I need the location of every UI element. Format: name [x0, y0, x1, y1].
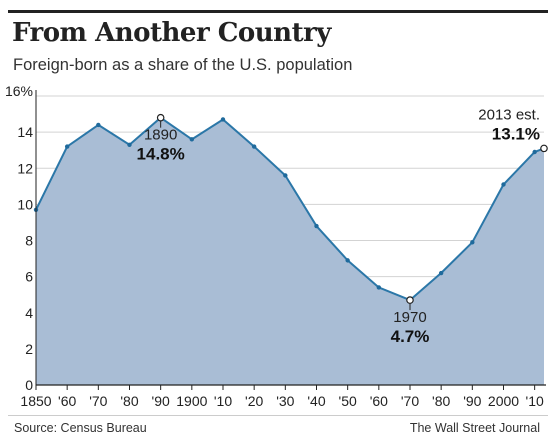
data-point: [470, 240, 475, 245]
annotation-value: 14.8%: [137, 145, 185, 164]
data-point: [345, 258, 350, 263]
x-tick-label: '70: [401, 393, 419, 409]
data-point: [96, 122, 101, 128]
annotation-value: 13.1%: [492, 124, 540, 143]
y-tick-label: 14: [17, 124, 33, 140]
x-tick-label: 1900: [176, 393, 207, 409]
x-tick-label: '10: [526, 393, 544, 409]
annotation-value: 4.7%: [391, 327, 430, 346]
annotation-label: 1890: [144, 127, 177, 144]
y-tick-label: 6: [25, 269, 33, 285]
data-point: [189, 137, 195, 142]
y-tick-label: 10: [17, 196, 33, 212]
footer-rule: [8, 415, 548, 416]
annotation-marker: [156, 113, 165, 122]
area-fill: [36, 117, 544, 386]
chart-subtitle: Foreign-born as a share of the U.S. popu…: [13, 56, 353, 74]
x-tick-label: '80: [120, 393, 138, 409]
x-tick-label: '20: [245, 393, 263, 409]
axes: [35, 90, 546, 390]
x-tick-label: '90: [463, 393, 481, 409]
publisher-credit: The Wall Street Journal: [409, 421, 540, 435]
x-tick-label: '70: [89, 393, 107, 409]
x-tick-label: 1850: [20, 393, 51, 409]
y-tick-labels: 0 2 4 6 8 10 12 14 16%: [5, 83, 33, 393]
x-tick-labels: 1850 '60 '70 '80 '90 1900 '10 '20 '30 '40 '50 '60 '7…: [20, 393, 544, 409]
data-point: [220, 117, 226, 122]
annotation-label: 2013 est.: [478, 106, 540, 123]
annotation-marker: [540, 144, 548, 153]
source-note: Source: Census Bureau: [14, 421, 147, 435]
series-line: [35, 116, 545, 302]
x-tick-label: '80: [432, 393, 450, 409]
series-line-layer: [35, 116, 545, 302]
data-point: [532, 149, 537, 155]
annotation-label: 1970: [393, 309, 426, 326]
data-point: [438, 270, 444, 276]
data-point: [64, 144, 70, 149]
area-fill-layer: [36, 117, 544, 386]
y-tick-label: 4: [25, 305, 33, 321]
data-points: [33, 117, 537, 290]
y-tick-label: 0: [25, 377, 33, 393]
x-tick-label: '30: [276, 393, 294, 409]
x-tick-label: '40: [307, 393, 325, 409]
data-point: [314, 223, 319, 229]
x-tick-label: '60: [370, 393, 388, 409]
y-tick-label: 16%: [5, 83, 33, 99]
data-point: [501, 182, 506, 187]
x-tick-label: '60: [58, 393, 76, 409]
data-point: [376, 285, 382, 290]
annotation-marker: [406, 296, 414, 304]
chart-title: From Another Country: [12, 18, 331, 48]
data-point: [283, 173, 288, 178]
y-tick-label: 12: [17, 160, 33, 176]
x-tick-label: '10: [214, 393, 232, 409]
x-tick-label: '90: [152, 393, 170, 409]
x-tick-label: '50: [339, 393, 357, 409]
x-tick-label: 2000: [488, 393, 519, 409]
top-rule: [8, 10, 548, 13]
data-point: [127, 142, 132, 147]
data-point: [251, 144, 257, 149]
y-tick-label: 8: [25, 233, 33, 249]
y-tick-label: 2: [25, 341, 33, 357]
